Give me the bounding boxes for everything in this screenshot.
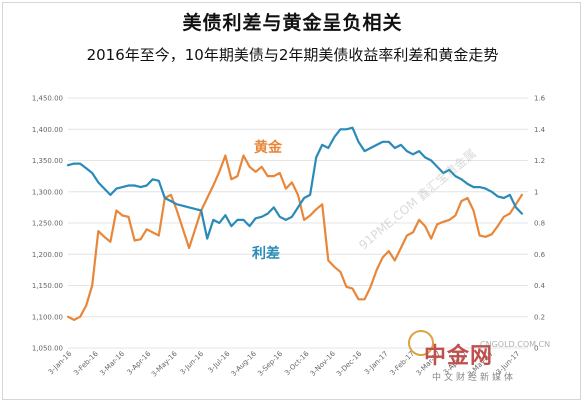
- y-right-tick-label: 0: [534, 345, 538, 353]
- y-right-tick-label: 0.8: [534, 220, 545, 228]
- y-left-tick-labels: 1,050.00 1,100.00 1,150.00 1,200.00 1,250.00…: [32, 95, 63, 353]
- y-right-tick-label: 1: [534, 188, 538, 196]
- x-tick-label: 3-Jan-17: [363, 350, 390, 377]
- x-tick-label: 3-May-16: [150, 349, 179, 378]
- watermark-tagline: 中文财经新媒体: [432, 373, 517, 383]
- y-left-tick-label: 1,300.00: [32, 188, 63, 196]
- y-right-tick-label: 0.6: [534, 251, 546, 259]
- watermark-logo: 中金网: [424, 344, 494, 369]
- series-lines: [66, 126, 524, 321]
- y-right-tick-label: 1.6: [534, 95, 546, 103]
- y-left-tick-label: 1,450.00: [32, 95, 63, 103]
- x-tick-label: 3-Aug-16: [230, 349, 259, 378]
- gold-annotation: 黄金: [254, 139, 283, 156]
- x-tick-label: 3-Sep-16: [256, 349, 284, 377]
- spread-annotation: 利差: [252, 245, 280, 262]
- y-left-tick-label: 1,050.00: [32, 345, 63, 353]
- x-tick-label: 3-Feb-16: [72, 349, 100, 377]
- chart-frame: [2, 2, 581, 400]
- x-tick-label: 3-Jun-16: [178, 349, 205, 376]
- gridlines: [68, 97, 528, 349]
- x-tick-label: 3-Apr-16: [126, 349, 153, 376]
- y-left-tick-label: 1,250.00: [32, 220, 63, 228]
- y-right-tick-label: 0.2: [534, 313, 545, 321]
- x-tick-label: 3-Jul-16: [207, 349, 232, 374]
- x-tick-label: 3-Dec-16: [335, 349, 364, 378]
- watermark-emblem-icon: [408, 330, 434, 356]
- x-tick-label: 3-Feb-17: [389, 350, 416, 377]
- y-left-tick-label: 1,200.00: [32, 251, 63, 259]
- x-tick-label: 3-Mar-16: [98, 349, 126, 377]
- y-right-tick-labels: 0 0.2 0.4 0.6 0.8 1 1.2 1.4 1.6: [534, 95, 546, 353]
- watermark-site: CNGOLD.COM.CN: [480, 340, 551, 349]
- y-left-tick-label: 1,350.00: [32, 157, 63, 165]
- chart-title: 美债利差与黄金呈负相关: [182, 12, 403, 34]
- x-tick-label: 3-Jan-16: [47, 349, 74, 376]
- gold-series-line: [66, 154, 524, 321]
- y-right-tick-label: 0.4: [534, 282, 546, 290]
- y-left-tick-label: 1,400.00: [32, 126, 63, 134]
- y-right-tick-label: 1.4: [534, 126, 546, 134]
- x-tick-label: 3-Oct-16: [283, 349, 311, 377]
- y-left-tick-label: 1,150.00: [32, 282, 63, 290]
- y-right-tick-label: 1.2: [534, 157, 545, 165]
- spread-series-line: [66, 126, 524, 240]
- x-tick-label: 3-Nov-16: [309, 349, 338, 378]
- chart-subtitle: 2016年至今，10年期美债与2年期美债收益率利差和黄金走势: [86, 46, 499, 64]
- y-left-tick-label: 1,100.00: [32, 313, 63, 321]
